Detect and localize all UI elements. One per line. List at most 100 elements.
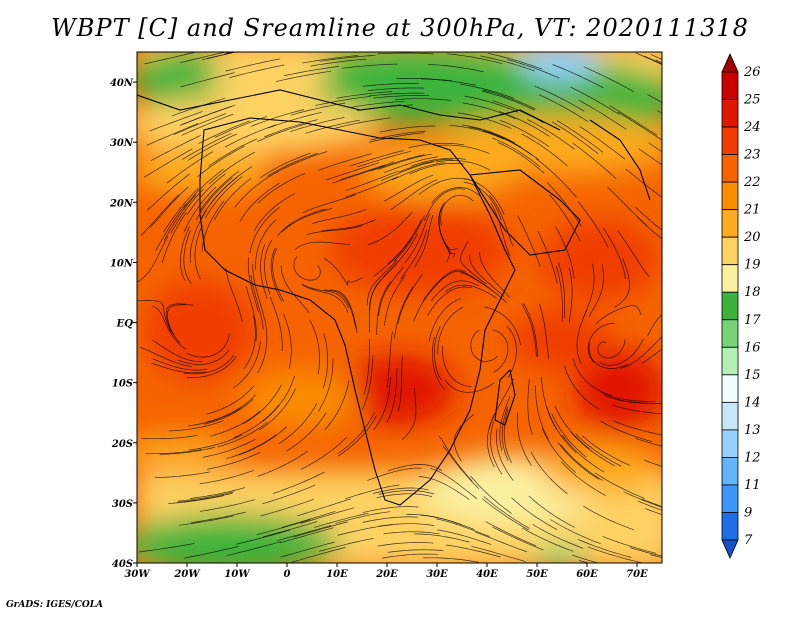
streamline xyxy=(418,476,470,500)
streamline xyxy=(250,109,305,127)
streamline xyxy=(604,395,660,404)
streamline xyxy=(152,339,203,363)
streamline xyxy=(418,177,471,195)
streamline xyxy=(369,279,382,333)
streamline xyxy=(428,298,461,342)
streamline xyxy=(539,303,549,360)
streamline xyxy=(242,384,282,425)
streamline xyxy=(357,150,412,168)
streamline xyxy=(317,153,372,171)
streamline xyxy=(264,119,318,138)
streamline xyxy=(151,362,207,374)
streamline xyxy=(427,286,472,316)
streamline xyxy=(617,111,662,141)
streamline xyxy=(278,403,318,445)
streamline xyxy=(398,158,453,173)
colorbar-swatch xyxy=(721,484,739,513)
streamline xyxy=(226,434,277,460)
page-title: WBPT [C] and Sreamline at 300hPa, VT: 20… xyxy=(51,14,749,42)
streamline xyxy=(482,89,536,110)
streamline xyxy=(614,258,630,308)
colorbar: 26 25 24 23 22 21 20 19 18 17 16 15 14 13 12 11 9 7 xyxy=(721,53,761,559)
streamline xyxy=(575,433,622,467)
streamline xyxy=(202,52,238,61)
streamline xyxy=(612,420,662,436)
lat-tick-label: 10S xyxy=(112,379,133,390)
streamline xyxy=(166,304,186,344)
streamline xyxy=(437,529,492,545)
streamline xyxy=(338,415,377,457)
colorbar-swatch xyxy=(721,346,739,376)
streamline xyxy=(423,188,465,221)
streamline xyxy=(583,66,635,93)
streamline xyxy=(143,148,193,178)
streamline xyxy=(159,446,216,455)
streamline xyxy=(306,225,363,236)
streamline xyxy=(570,86,620,115)
streamline xyxy=(394,286,414,339)
streamline xyxy=(655,59,662,64)
streamline xyxy=(319,54,376,62)
streamline xyxy=(187,355,237,378)
streamline xyxy=(243,315,256,370)
colorbar-label: 14 xyxy=(744,395,761,410)
streamline xyxy=(272,248,285,302)
streamline xyxy=(602,536,657,554)
streamline xyxy=(551,121,599,154)
colorbar-label: 26 xyxy=(743,65,761,80)
streamline xyxy=(434,144,490,154)
streamline xyxy=(301,283,350,309)
streamline xyxy=(260,244,268,299)
streamline xyxy=(379,125,436,133)
streamline xyxy=(255,219,277,270)
streamline xyxy=(280,541,335,558)
streamline xyxy=(535,385,549,440)
colorbar-label: 7 xyxy=(744,533,753,548)
streamline xyxy=(480,55,535,72)
streamline xyxy=(643,459,662,467)
streamline xyxy=(570,431,615,467)
streamline xyxy=(436,518,490,537)
streamline xyxy=(267,111,322,129)
lat-tick-label: 20S xyxy=(111,439,133,450)
lat-tick-label: 10N xyxy=(110,258,134,269)
streamline xyxy=(214,116,267,138)
streamline xyxy=(187,133,238,161)
streamline xyxy=(190,487,246,499)
streamline xyxy=(168,495,224,504)
streamline xyxy=(464,95,519,113)
streamline xyxy=(561,435,605,473)
colorbar-label: 11 xyxy=(744,478,761,493)
streamline xyxy=(409,163,465,175)
streamline xyxy=(223,52,228,53)
streamline xyxy=(599,338,644,366)
lat-tick-label: 30S xyxy=(112,499,133,510)
streamline xyxy=(183,230,192,284)
streamline xyxy=(199,469,255,485)
streamline xyxy=(161,212,187,263)
streamline xyxy=(645,508,662,515)
lon-tick-label: 30E xyxy=(426,569,448,580)
colorbar-swatch xyxy=(721,319,739,348)
colorbar-label: 23 xyxy=(743,148,761,163)
streamline xyxy=(532,524,584,549)
streamline xyxy=(397,274,423,325)
latitude-axis: 40N 30N 20N 10N EQ 10S 20S 30S 40S xyxy=(109,78,134,570)
streamline xyxy=(286,412,327,452)
streamline xyxy=(178,349,230,365)
streamline xyxy=(225,268,243,322)
streamline xyxy=(253,193,295,232)
streamline xyxy=(501,406,509,461)
colorbar-label: 20 xyxy=(743,230,761,245)
streamline xyxy=(482,130,533,156)
streamline xyxy=(233,340,261,389)
streamline xyxy=(414,214,434,268)
streamline xyxy=(190,511,246,524)
streamline xyxy=(607,186,648,227)
streamline xyxy=(623,491,662,508)
streamline xyxy=(368,92,425,97)
streamline xyxy=(506,59,560,79)
streamline xyxy=(637,500,662,511)
streamline xyxy=(490,420,503,475)
lat-tick-label: 20N xyxy=(109,198,134,209)
